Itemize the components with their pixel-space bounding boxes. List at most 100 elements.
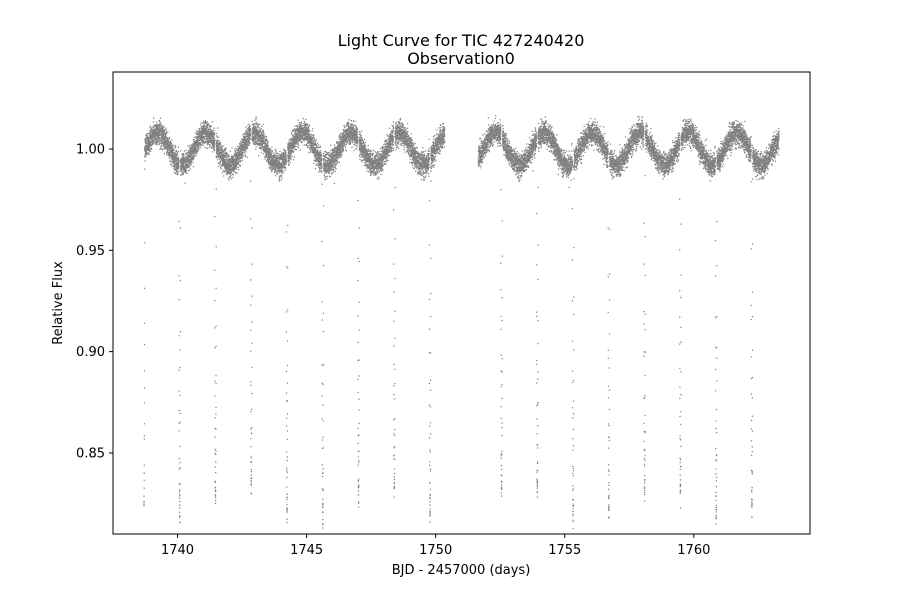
data-point — [241, 159, 243, 162]
data-point — [157, 127, 159, 130]
data-point — [250, 350, 252, 352]
data-point — [319, 146, 321, 149]
data-point — [275, 172, 278, 174]
data-point — [217, 127, 219, 129]
data-point — [283, 148, 286, 151]
data-point — [308, 128, 310, 131]
data-point — [190, 163, 192, 165]
data-point — [157, 139, 160, 141]
data-point — [249, 128, 252, 131]
data-point — [267, 141, 269, 143]
data-point — [215, 375, 217, 377]
data-point — [143, 387, 146, 389]
data-point — [143, 479, 145, 481]
data-point — [289, 161, 291, 164]
data-point — [213, 137, 216, 140]
data-point — [213, 145, 215, 147]
data-point — [244, 153, 246, 155]
data-point — [148, 150, 151, 152]
data-point — [255, 118, 257, 120]
data-point — [293, 156, 295, 158]
data-point — [321, 418, 323, 420]
data-point — [200, 126, 203, 128]
data-point — [232, 174, 234, 176]
data-point — [272, 168, 274, 171]
data-point — [309, 130, 311, 132]
data-point — [163, 153, 166, 155]
data-point — [183, 150, 186, 152]
data-point — [224, 171, 226, 173]
data-point — [300, 140, 302, 142]
data-point — [215, 188, 217, 190]
data-point — [143, 472, 145, 474]
data-point — [214, 380, 216, 382]
data-point — [199, 147, 201, 149]
data-point — [192, 161, 194, 163]
data-point — [250, 381, 252, 383]
data-point — [236, 172, 238, 174]
data-point — [175, 150, 178, 153]
data-point — [197, 150, 199, 152]
data-point — [303, 144, 305, 146]
data-point — [218, 140, 220, 142]
data-point — [167, 150, 169, 152]
data-point — [321, 240, 323, 243]
data-point — [150, 128, 153, 130]
data-point — [169, 144, 172, 146]
data-point — [303, 140, 305, 142]
data-point — [322, 489, 324, 491]
data-point — [251, 366, 253, 368]
data-point — [307, 146, 309, 148]
data-point — [250, 384, 252, 387]
data-point — [311, 134, 313, 136]
data-point — [214, 215, 216, 218]
data-points — [143, 115, 780, 530]
data-point — [215, 490, 217, 492]
data-point — [286, 498, 288, 501]
data-point — [313, 135, 315, 137]
data-point — [271, 150, 274, 152]
data-point — [161, 145, 163, 147]
data-point — [179, 507, 181, 509]
data-point — [159, 148, 161, 151]
data-point — [146, 151, 148, 154]
data-point — [216, 158, 219, 160]
data-point — [178, 220, 180, 223]
data-point — [266, 139, 268, 142]
data-point — [285, 266, 288, 268]
data-point — [166, 137, 169, 139]
data-point — [307, 133, 310, 135]
data-point — [202, 143, 204, 145]
data-point — [211, 121, 214, 123]
data-point — [286, 496, 288, 499]
data-point — [222, 152, 225, 154]
data-point — [143, 423, 146, 425]
data-point — [210, 125, 212, 128]
data-point — [305, 125, 307, 127]
data-point — [215, 382, 217, 385]
data-point — [173, 144, 175, 146]
data-point — [179, 331, 182, 333]
data-point — [151, 129, 153, 131]
data-point — [149, 138, 151, 140]
data-point — [285, 156, 287, 158]
data-point — [179, 500, 181, 503]
data-point — [284, 166, 287, 169]
data-point — [317, 149, 319, 152]
data-point — [165, 136, 167, 138]
data-point — [279, 175, 282, 177]
data-point — [228, 179, 230, 181]
data-point — [217, 139, 219, 141]
data-point — [305, 145, 308, 147]
data-point — [249, 218, 252, 220]
data-point — [178, 409, 180, 412]
data-point — [320, 170, 323, 172]
data-point — [176, 154, 178, 157]
data-point — [215, 471, 217, 474]
data-point — [158, 133, 160, 135]
data-point — [299, 149, 302, 151]
data-point — [288, 139, 290, 141]
data-point — [297, 119, 299, 121]
data-point — [253, 141, 255, 143]
data-point — [286, 456, 289, 458]
